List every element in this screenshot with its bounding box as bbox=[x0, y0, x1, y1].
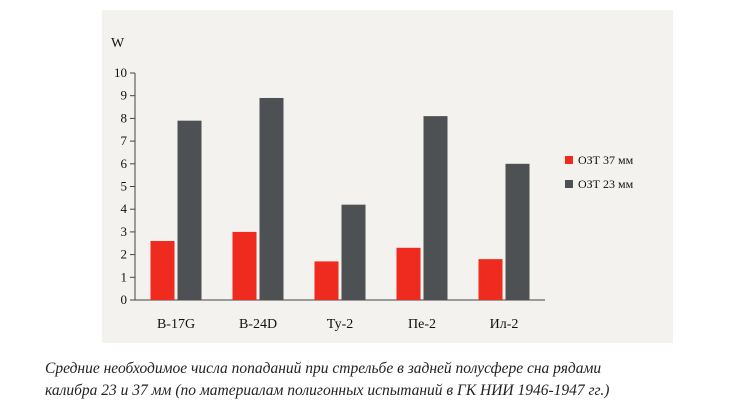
figure-caption: Средние необходимое числа попаданий при … bbox=[45, 358, 725, 402]
x-category-label: B-24D bbox=[239, 317, 277, 332]
y-tick-label: 3 bbox=[121, 224, 128, 239]
y-tick-label: 8 bbox=[121, 110, 128, 125]
x-category-label: B-17G bbox=[157, 317, 195, 332]
y-tick-label: 2 bbox=[121, 247, 128, 262]
legend-label: ОЗТ 23 мм bbox=[578, 177, 634, 191]
caption-line-1: Средние необходимое числа попаданий при … bbox=[45, 360, 602, 377]
chart-panel: W 0 1 2 3 4 5 6 7 8 9 10 B-17G B-24D Ту-2 Пе-2 Ил-2 ОЗ… bbox=[102, 10, 673, 343]
y-tick-label: 4 bbox=[121, 201, 128, 216]
bar-Ил-2-ОЗТ 23 мм bbox=[505, 163, 530, 300]
bar-Ту-2-ОЗТ 23 мм bbox=[341, 204, 366, 300]
y-tick-label: 7 bbox=[121, 133, 128, 148]
bar-B-17G-ОЗТ 23 мм bbox=[177, 120, 202, 300]
x-category-label: Ту-2 bbox=[327, 317, 354, 332]
y-axis-label: W bbox=[111, 36, 125, 51]
bar-B-24D-ОЗТ 37 мм bbox=[232, 231, 257, 300]
bar-Ту-2-ОЗТ 37 мм bbox=[314, 261, 339, 300]
y-tick-label: 6 bbox=[121, 156, 128, 171]
y-tick-label: 0 bbox=[121, 292, 128, 307]
legend-label: ОЗТ 37 мм bbox=[578, 153, 634, 167]
y-tick-label: 1 bbox=[121, 269, 128, 284]
bar-B-17G-ОЗТ 37 мм bbox=[150, 240, 175, 300]
x-category-label: Пе-2 bbox=[408, 317, 436, 332]
x-category-label: Ил-2 bbox=[490, 317, 519, 332]
bar-chart: W 0 1 2 3 4 5 6 7 8 9 10 B-17G B-24D Ту-2 Пе-2 Ил-2 ОЗ… bbox=[111, 36, 634, 332]
bar-B-24D-ОЗТ 23 мм bbox=[259, 97, 284, 300]
bar-Пе-2-ОЗТ 37 мм bbox=[396, 247, 421, 300]
legend-swatch bbox=[565, 156, 573, 164]
bar-Ил-2-ОЗТ 37 мм bbox=[478, 259, 503, 300]
bar-Пе-2-ОЗТ 23 мм bbox=[423, 116, 448, 300]
y-tick-label: 9 bbox=[121, 88, 128, 103]
y-tick-label: 10 bbox=[114, 65, 127, 80]
caption-line-2: калибра 23 и 37 мм (по материалам полиго… bbox=[45, 382, 610, 399]
legend-swatch bbox=[565, 180, 573, 188]
y-tick-label: 5 bbox=[121, 179, 128, 194]
